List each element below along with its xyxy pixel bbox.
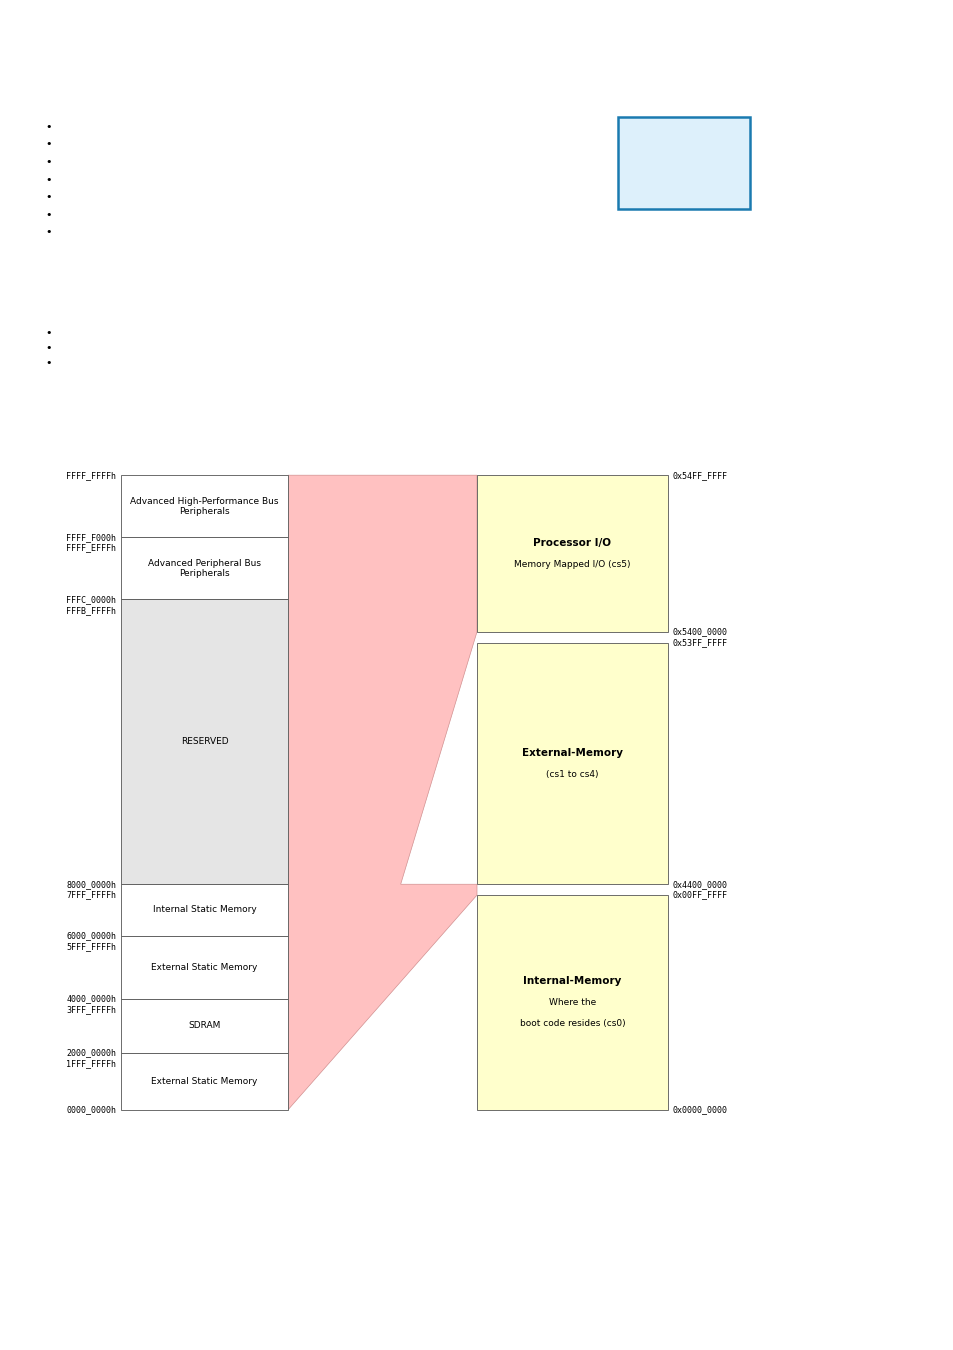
Bar bbox=[121, 999, 288, 1053]
Text: Advanced High-Performance Bus
Peripherals: Advanced High-Performance Bus Peripheral… bbox=[131, 497, 278, 516]
Text: Where the: Where the bbox=[548, 998, 596, 1007]
Text: 0x54FF_FFFF: 0x54FF_FFFF bbox=[672, 471, 727, 479]
Text: boot code resides (cs0): boot code resides (cs0) bbox=[519, 1019, 624, 1029]
Text: 7FFF_FFFFh: 7FFF_FFFFh bbox=[67, 891, 116, 899]
Text: 4000_0000h: 4000_0000h bbox=[67, 995, 116, 1003]
Text: Memory Mapped I/O (cs5): Memory Mapped I/O (cs5) bbox=[514, 560, 630, 568]
Text: •: • bbox=[46, 157, 52, 167]
Text: FFFB_FFFFh: FFFB_FFFFh bbox=[67, 606, 116, 614]
Bar bbox=[618, 117, 749, 209]
Bar bbox=[121, 599, 288, 884]
Text: 0x0000_0000: 0x0000_0000 bbox=[672, 1106, 727, 1114]
Text: 8000_0000h: 8000_0000h bbox=[67, 880, 116, 888]
Text: •: • bbox=[46, 227, 52, 238]
Text: External Static Memory: External Static Memory bbox=[152, 963, 257, 972]
Text: •: • bbox=[46, 328, 52, 339]
Text: 0x5400_0000: 0x5400_0000 bbox=[672, 628, 727, 636]
Text: 6000_0000h: 6000_0000h bbox=[67, 931, 116, 940]
Bar bbox=[121, 475, 288, 537]
Text: •: • bbox=[46, 139, 52, 150]
Text: (cs1 to cs4): (cs1 to cs4) bbox=[545, 769, 598, 779]
Text: 0000_0000h: 0000_0000h bbox=[67, 1106, 116, 1114]
Text: Internal Static Memory: Internal Static Memory bbox=[152, 906, 256, 914]
Text: FFFF_F000h: FFFF_F000h bbox=[67, 533, 116, 541]
Text: 5FFF_FFFFh: 5FFF_FFFFh bbox=[67, 942, 116, 950]
Bar bbox=[121, 884, 288, 936]
Text: FFFF_EFFFh: FFFF_EFFFh bbox=[67, 544, 116, 552]
Bar bbox=[476, 643, 667, 884]
Text: •: • bbox=[46, 174, 52, 185]
Text: 1FFF_FFFFh: 1FFF_FFFFh bbox=[67, 1060, 116, 1068]
Polygon shape bbox=[288, 475, 476, 1110]
Bar bbox=[121, 537, 288, 599]
Text: 0x4400_0000: 0x4400_0000 bbox=[672, 880, 727, 888]
Text: External-Memory: External-Memory bbox=[521, 748, 622, 757]
Text: 0x00FF_FFFF: 0x00FF_FFFF bbox=[672, 891, 727, 899]
Text: 2000_0000h: 2000_0000h bbox=[67, 1049, 116, 1057]
Bar bbox=[476, 895, 667, 1110]
Text: External Static Memory: External Static Memory bbox=[152, 1077, 257, 1085]
Text: •: • bbox=[46, 209, 52, 220]
Text: •: • bbox=[46, 192, 52, 202]
Text: 3FFF_FFFFh: 3FFF_FFFFh bbox=[67, 1006, 116, 1014]
Text: Processor I/O: Processor I/O bbox=[533, 537, 611, 548]
Text: •: • bbox=[46, 358, 52, 369]
Text: •: • bbox=[46, 343, 52, 354]
Text: FFFC_0000h: FFFC_0000h bbox=[67, 595, 116, 603]
Text: SDRAM: SDRAM bbox=[189, 1022, 220, 1030]
Text: •: • bbox=[46, 122, 52, 132]
Bar bbox=[121, 1053, 288, 1110]
Bar bbox=[121, 936, 288, 999]
Text: Advanced Peripheral Bus
Peripherals: Advanced Peripheral Bus Peripherals bbox=[148, 559, 261, 578]
Bar bbox=[476, 475, 667, 632]
Text: FFFF_FFFFh: FFFF_FFFFh bbox=[67, 471, 116, 479]
Text: 0x53FF_FFFF: 0x53FF_FFFF bbox=[672, 639, 727, 647]
Text: RESERVED: RESERVED bbox=[181, 737, 228, 747]
Text: Internal-Memory: Internal-Memory bbox=[522, 976, 621, 986]
